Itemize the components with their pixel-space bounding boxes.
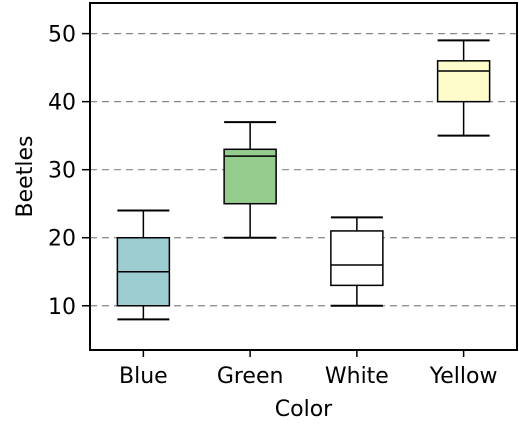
iqr-box [436,60,491,103]
plot-frame [89,2,518,351]
y-tick-label: 30 [48,159,76,184]
x-axis-title: Color [275,397,333,422]
y-tick-label: 50 [48,23,76,48]
box-blue [116,209,171,321]
y-tick-label: 20 [48,227,76,252]
x-axis-ticks: Blue Green White Yellow [119,350,497,389]
box-white [330,216,384,307]
x-tick-label: White [325,364,389,389]
box-yellow [436,39,491,137]
y-tick-label: 40 [48,91,76,116]
y-tick-label: 10 [48,295,76,320]
x-tick-label: Blue [119,364,168,389]
y-axis-ticks: 10 20 30 40 50 [48,23,90,320]
x-tick-label: Yellow [429,364,498,389]
iqr-box [330,230,384,287]
y-axis-title: Beetles [13,136,38,218]
iqr-box [223,148,277,205]
boxes [116,39,491,321]
x-tick-label: Green [217,364,284,389]
box-green [223,121,277,239]
